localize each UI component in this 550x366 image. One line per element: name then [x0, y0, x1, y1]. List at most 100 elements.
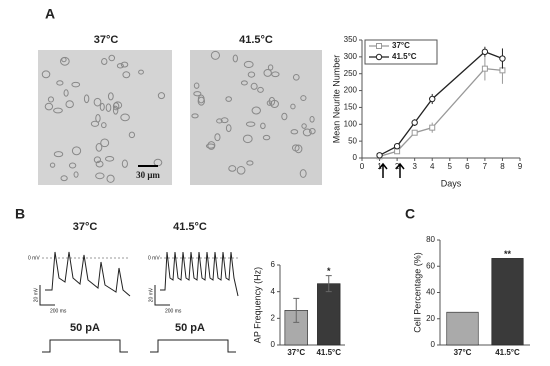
image-label: 41.5°C	[239, 34, 273, 46]
cell	[122, 71, 131, 79]
cell	[93, 97, 102, 107]
cell	[207, 141, 216, 150]
marker	[481, 65, 488, 72]
y-axis-label: AP Frequency (Hz)	[252, 267, 262, 343]
x-tick-label: 8	[500, 162, 505, 171]
x-tick-label: 37°C	[287, 348, 305, 357]
y-tick-label: 0	[431, 340, 436, 349]
y-tick-label: 60	[426, 261, 435, 270]
y-tick-label: 6	[271, 260, 276, 269]
cell	[308, 127, 316, 135]
cell	[71, 81, 81, 88]
micrograph	[190, 50, 322, 185]
cell	[225, 96, 232, 102]
cell	[281, 112, 288, 121]
marker	[394, 148, 401, 155]
cell	[214, 133, 221, 142]
significance: *	[327, 266, 331, 276]
x-tick-label: 2	[395, 162, 400, 171]
x-tick-label: 3	[412, 162, 417, 171]
legend-label: 41.5°C	[392, 52, 417, 61]
cell	[290, 103, 296, 110]
panel-label: A	[45, 6, 55, 22]
cell	[95, 142, 103, 152]
cell	[112, 105, 119, 115]
x-tick-label: 7	[483, 162, 488, 171]
marker	[411, 129, 418, 136]
cell	[100, 138, 110, 148]
y-tick-label: 300	[344, 52, 358, 61]
legend-marker	[376, 43, 382, 49]
marker	[411, 119, 418, 126]
cell	[53, 107, 63, 114]
significance: **	[504, 249, 512, 259]
cell	[240, 80, 248, 86]
error-bar	[325, 275, 332, 293]
cell	[197, 94, 205, 104]
zero-label: 0 mV	[148, 255, 160, 261]
cell	[250, 82, 258, 90]
cell	[191, 113, 199, 119]
y-tick-label: 80	[426, 235, 435, 244]
cell	[299, 169, 307, 178]
y-tick-label: 0	[353, 153, 358, 162]
x-tick-label: 41.5°C	[495, 348, 520, 357]
cell	[68, 162, 77, 169]
y-tick-label: 40	[426, 288, 435, 297]
cell	[301, 123, 307, 129]
cell	[300, 95, 307, 102]
y-tick-label: 100	[344, 119, 358, 128]
y-tick-label: 350	[344, 35, 358, 44]
y-axis-label: Cell Percentage (%)	[412, 252, 422, 333]
x-tick-label: 4	[430, 162, 435, 171]
cell	[247, 71, 256, 78]
cell	[107, 92, 114, 101]
trace	[160, 251, 239, 297]
bar	[446, 311, 479, 346]
cell	[225, 124, 232, 133]
trace	[45, 251, 131, 297]
cell	[128, 131, 136, 139]
scale-label: 20 mV	[33, 287, 39, 302]
y-tick-label: 150	[344, 103, 358, 112]
cell	[232, 54, 238, 63]
legend-marker	[375, 53, 383, 61]
x-tick-label: 5	[448, 162, 453, 171]
cell	[112, 102, 120, 111]
cell	[60, 175, 68, 182]
cell	[236, 165, 246, 175]
cell	[220, 117, 229, 124]
cell	[294, 144, 303, 154]
cell	[105, 103, 112, 112]
cell	[61, 57, 67, 63]
cell	[193, 91, 202, 97]
cell	[210, 50, 220, 60]
stim-label: 50 pA	[175, 322, 205, 334]
scale-label: 30 μm	[136, 170, 160, 180]
arrow	[378, 162, 405, 178]
cell	[49, 162, 56, 168]
stim-trace	[150, 339, 236, 353]
marker	[429, 95, 436, 103]
scale-bar	[39, 285, 55, 306]
marker	[393, 143, 401, 150]
cell	[302, 128, 312, 137]
cell	[47, 96, 55, 103]
y-tick-label: 2	[271, 313, 276, 322]
cell	[116, 63, 124, 69]
trace-label: 37°C	[73, 221, 98, 233]
marker	[429, 124, 436, 131]
image-label: 37°C	[94, 34, 119, 46]
cell	[41, 70, 51, 79]
cell	[309, 116, 315, 123]
cell	[99, 102, 105, 111]
y-tick-label: 20	[426, 314, 435, 323]
cell	[65, 100, 74, 109]
y-axis-label: Mean Neurite Number	[331, 55, 341, 144]
legend-label: 37°C	[392, 41, 410, 50]
y-tick-label: 50	[348, 136, 357, 145]
cell	[292, 73, 300, 81]
cell	[245, 121, 256, 127]
cell	[251, 106, 261, 115]
